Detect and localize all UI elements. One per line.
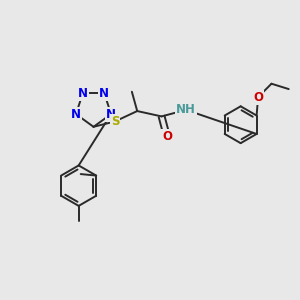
Text: N: N [106,108,116,121]
Text: O: O [162,130,172,143]
Text: N: N [78,87,88,100]
Text: S: S [111,115,119,128]
Text: O: O [253,91,263,103]
Text: N: N [99,87,110,100]
Text: N: N [71,108,81,121]
Text: NH: NH [176,103,196,116]
